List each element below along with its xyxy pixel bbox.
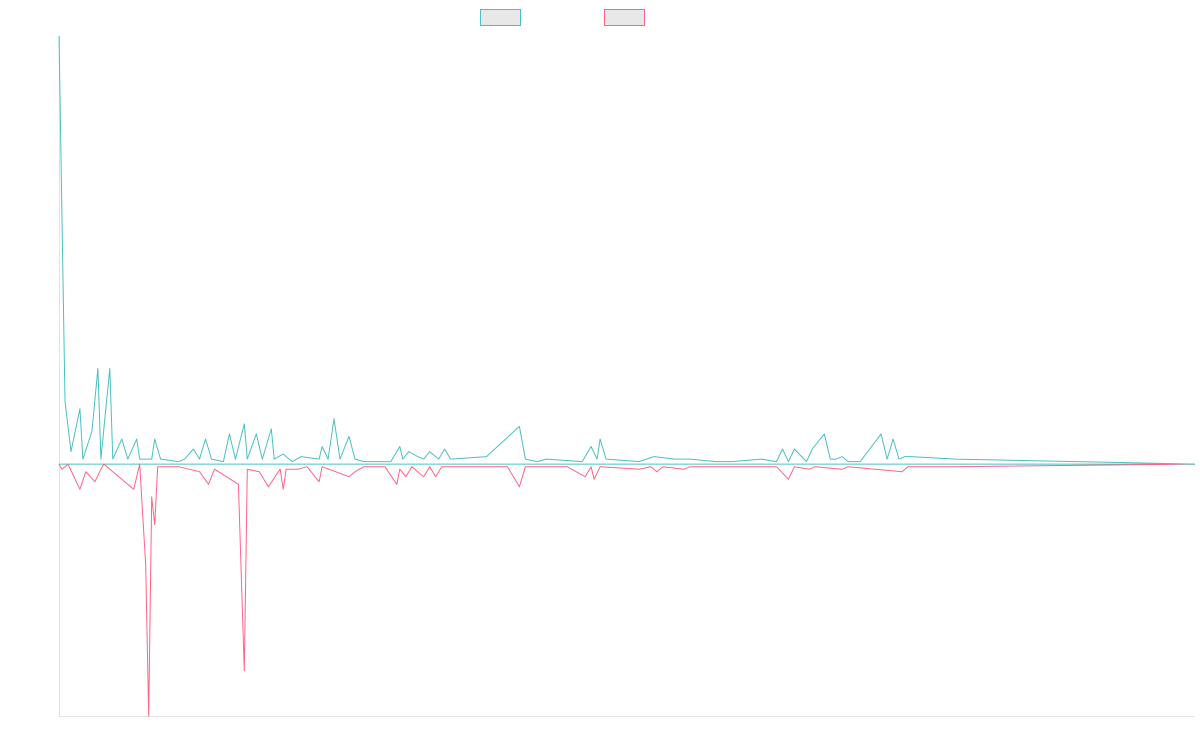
series-layer: [58, 35, 1196, 717]
legend: [480, 9, 645, 26]
legend-swatch-series-2: [604, 9, 645, 26]
series-2-line: [58, 463, 1196, 717]
legend-swatch-series-1: [480, 9, 521, 26]
legend-item-series-2[interactable]: [604, 9, 645, 26]
series-1-line: [58, 35, 1196, 465]
legend-item-series-1[interactable]: [480, 9, 521, 26]
